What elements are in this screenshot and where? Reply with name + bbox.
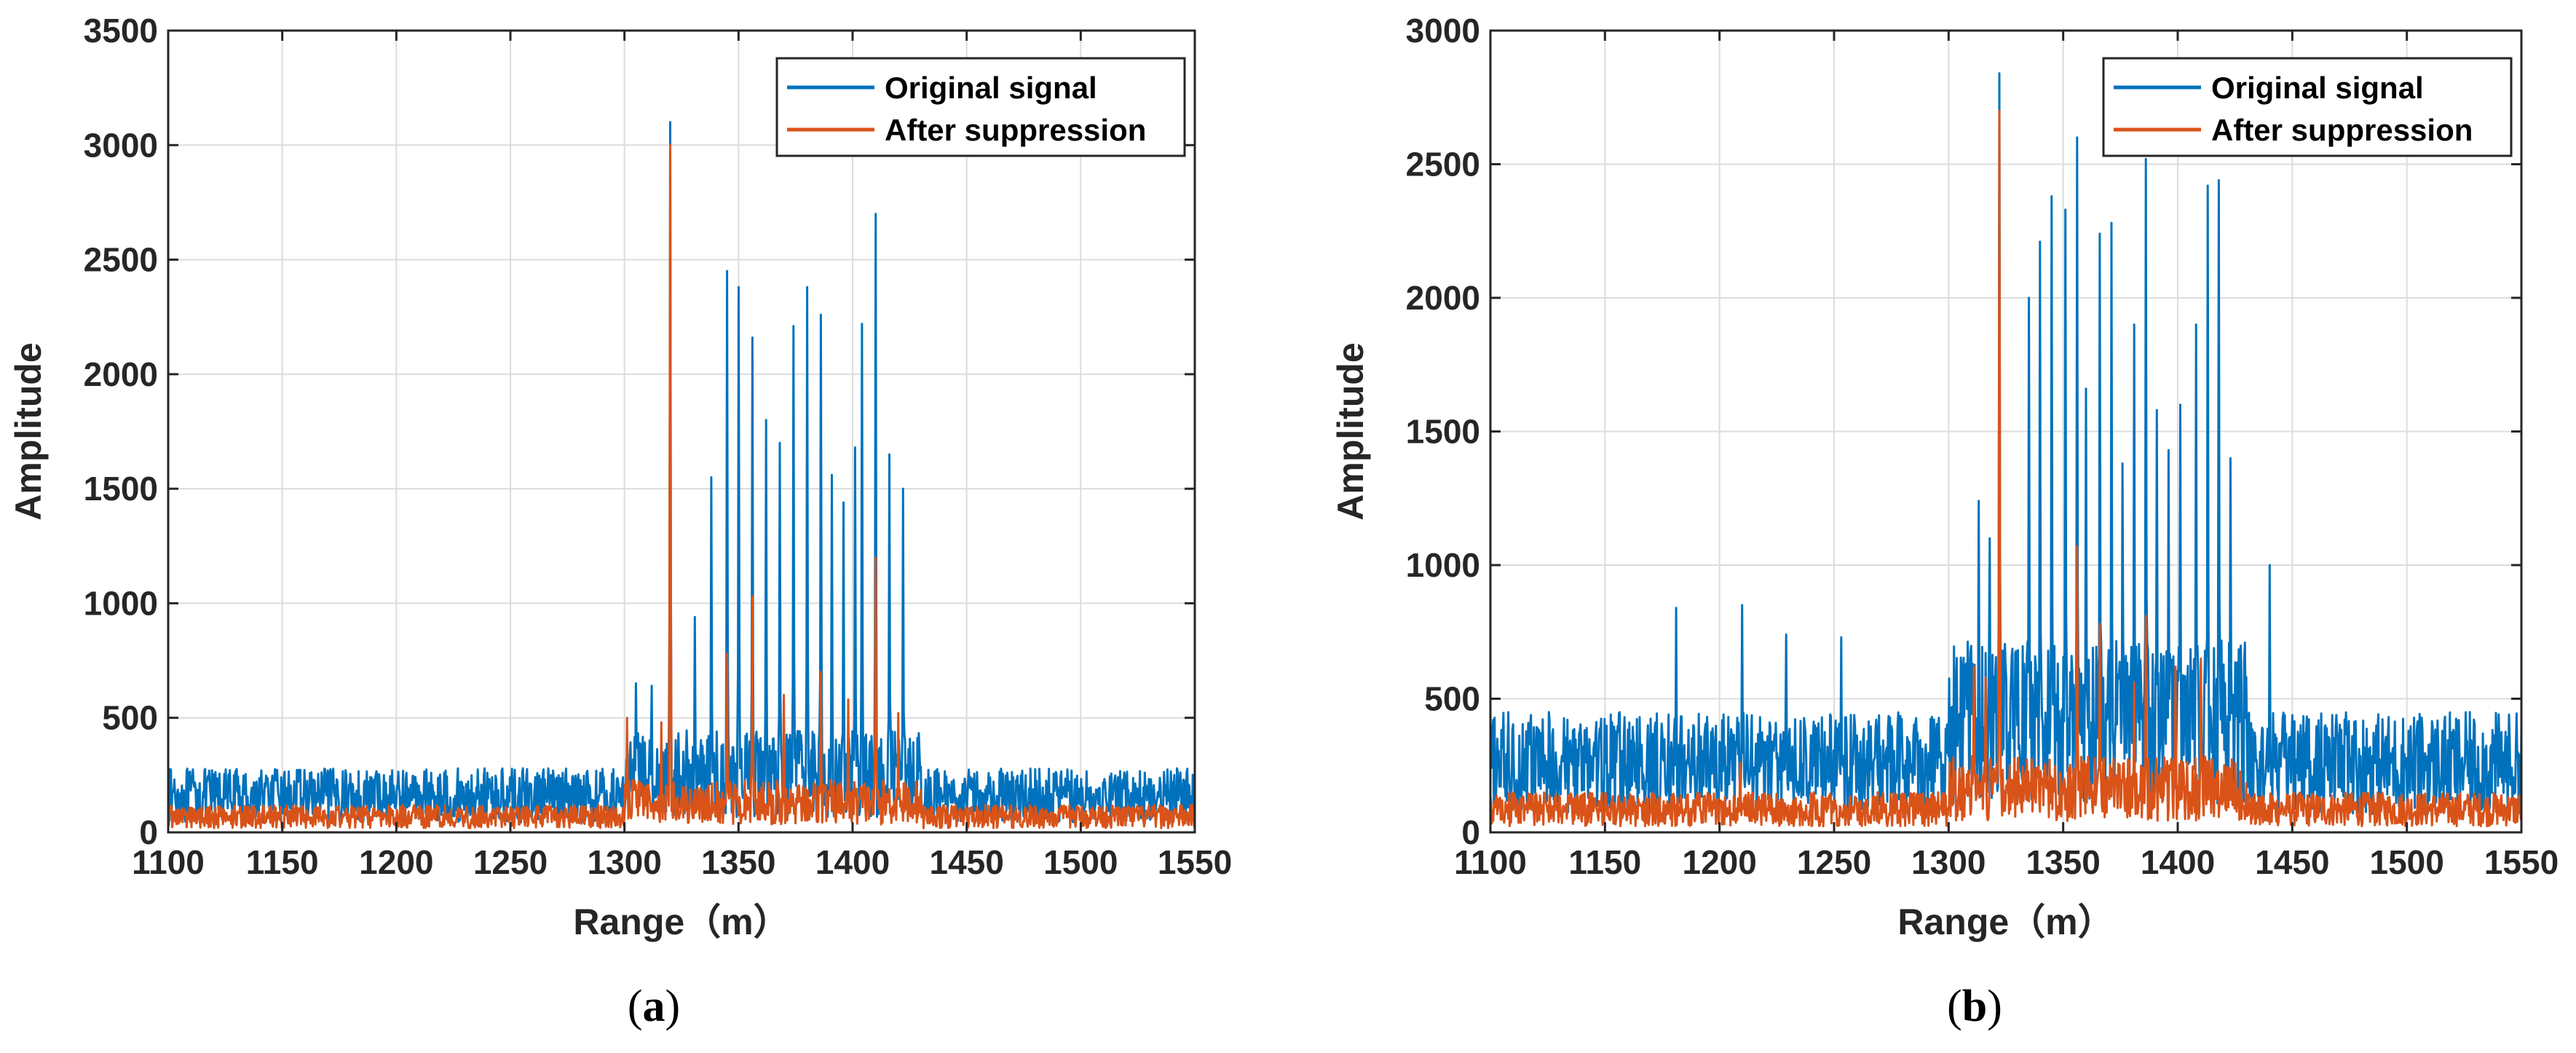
y-tick-label: 500 (102, 699, 158, 737)
chart-panel-b: 1100 1150 1200 1250 1300 1350 1400 1450 1500 1550… (1330, 12, 2559, 1031)
series-line-original-signal (1489, 72, 2523, 816)
y-tick-label: 0 (1461, 813, 1480, 851)
y-tick-label: 1000 (1406, 546, 1480, 584)
legend-label: Original signal (2211, 71, 2424, 105)
x-tick-label: 1150 (246, 843, 319, 881)
y-tick-label: 2000 (1406, 279, 1480, 317)
x-tick-label: 1400 (815, 843, 890, 881)
y-tick-label: 500 (1424, 680, 1480, 718)
x-tick-label: 1300 (587, 843, 661, 881)
x-tick-label: 1200 (1682, 843, 1756, 881)
y-axis-label: Amplitude (1330, 342, 1371, 520)
x-tick-label: 1500 (2369, 843, 2443, 881)
legend: Original signal After suppression (2102, 57, 2513, 157)
legend-box (775, 57, 1186, 157)
x-tick-label: 1250 (1797, 843, 1871, 881)
plot-frame (167, 29, 1196, 834)
y-tick-label: 1500 (1406, 413, 1480, 451)
legend: Original signal After suppression (775, 57, 1186, 157)
x-tick-label: 1350 (701, 843, 775, 881)
legend-label: Original signal (885, 71, 1097, 105)
legend-label: After suppression (2211, 113, 2473, 147)
x-tick-label: 1100 (1454, 843, 1527, 881)
x-tick-label: 1550 (1158, 843, 1232, 881)
legend-label: After suppression (885, 113, 1146, 147)
x-tick-label: 1200 (359, 843, 433, 881)
chart-panel-a: 1100 1150 1200 1250 1300 1350 1400 1450 1500 1550… (8, 12, 1232, 1031)
x-tick-label: 1500 (1043, 843, 1118, 881)
x-tick-label: 1550 (2484, 843, 2559, 881)
x-tick-label: 1150 (1568, 843, 1641, 881)
y-tick-label: 2500 (1406, 146, 1480, 184)
y-tick-label: 0 (139, 813, 158, 851)
y-tick-label: 3000 (84, 126, 158, 164)
y-tick-label: 1500 (84, 470, 158, 508)
x-tick-label: 1450 (2255, 843, 2329, 881)
series-line-after-suppression (167, 143, 1196, 829)
x-axis-label: Range（m） (573, 902, 789, 942)
x-tick-label: 1450 (929, 843, 1003, 881)
x-tick-label: 1300 (1911, 843, 1986, 881)
y-tick-label: 3500 (84, 12, 158, 50)
series-line-after-suppression (1489, 109, 2523, 828)
x-tick-label: 1100 (132, 843, 205, 881)
legend-box (2102, 57, 2513, 157)
panel-caption: (b) (1947, 982, 2002, 1031)
x-tick-label: 1250 (473, 843, 548, 881)
x-tick-label: 1350 (2026, 843, 2100, 881)
y-tick-label: 1000 (84, 584, 158, 622)
y-axis-label: Amplitude (8, 342, 49, 520)
y-tick-label: 3000 (1406, 12, 1480, 50)
y-tick-label: 2000 (84, 355, 158, 393)
x-tick-label: 1400 (2141, 843, 2215, 881)
y-tick-label: 2500 (84, 241, 158, 279)
panel-caption: (a) (628, 982, 680, 1031)
x-axis-label: Range（m） (1897, 902, 2114, 942)
